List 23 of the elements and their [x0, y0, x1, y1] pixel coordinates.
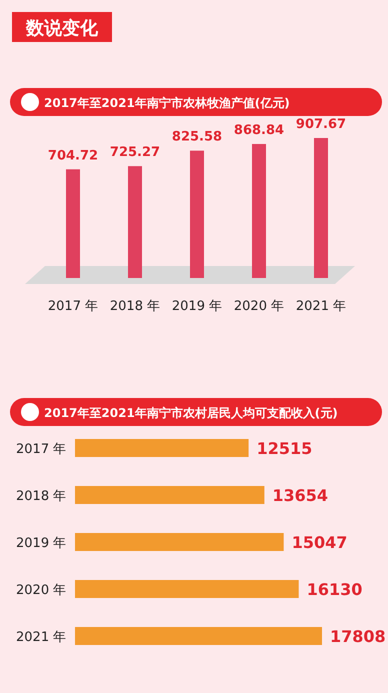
y-tick-label: 2019 年 — [16, 536, 66, 551]
y-tick-label: 2018 年 — [16, 489, 66, 504]
data-label: 15047 — [292, 533, 348, 552]
data-label: 12515 — [256, 439, 312, 458]
data-label: 17808 — [330, 627, 386, 646]
x-tick-label: 2018 年 — [110, 299, 160, 314]
y-tick-label: 2017 年 — [16, 442, 66, 457]
data-label: 13654 — [272, 486, 328, 505]
data-label: 825.58 — [172, 130, 222, 145]
data-label: 907.67 — [296, 117, 346, 132]
y-tick-label: 2021 年 — [16, 630, 66, 645]
y-tick-label: 2020 年 — [16, 583, 66, 598]
data-label: 16130 — [306, 580, 362, 599]
x-tick-label: 2019 年 — [172, 299, 222, 314]
chart-title: 2017年至2021年南宁市农村居民人均可支配收入(元) — [44, 406, 338, 420]
data-label: 725.27 — [110, 145, 160, 160]
x-tick-label: 2017 年 — [48, 299, 98, 314]
data-label: 868.84 — [234, 122, 284, 138]
data-label: 704.72 — [48, 148, 98, 164]
x-tick-label: 2020 年 — [234, 299, 284, 314]
x-tick-label: 2021 年 — [296, 299, 346, 314]
chart-title: 2017年至2021年南宁市农林牧渔产值(亿元) — [44, 96, 290, 110]
text: 数说变化 — [25, 18, 99, 39]
